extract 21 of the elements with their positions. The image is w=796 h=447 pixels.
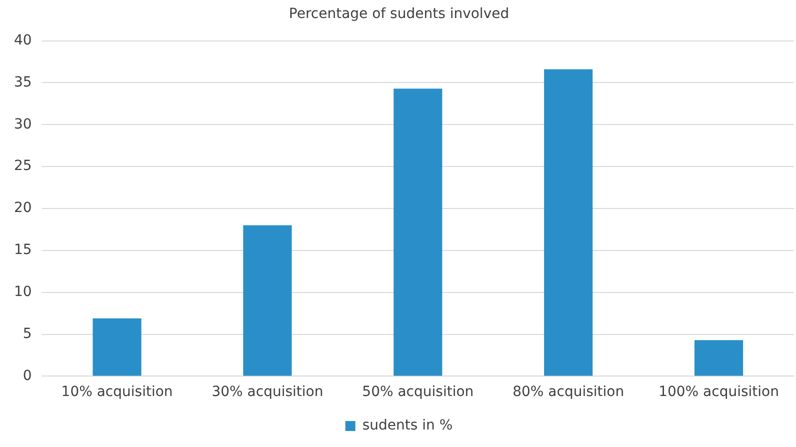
bar xyxy=(243,225,292,376)
y-tick-label: 15 xyxy=(14,242,32,258)
y-tick-label: 0 xyxy=(22,368,32,384)
bar xyxy=(394,88,442,376)
y-tick-label: 20 xyxy=(14,200,32,216)
chart-title: Percentage of sudents involved xyxy=(288,6,510,22)
y-tick-label: 10 xyxy=(14,284,32,300)
bar xyxy=(694,340,744,376)
x-tick-label: 50% acquisition xyxy=(362,384,474,400)
x-tick-label: 80% acquisition xyxy=(512,384,624,400)
y-tick-label: 5 xyxy=(22,326,32,342)
x-tick-label: 30% acquisition xyxy=(212,384,324,400)
y-tick-label: 30 xyxy=(14,116,32,132)
legend-label: sudents in % xyxy=(362,418,453,434)
y-tick-label: 40 xyxy=(14,32,32,48)
y-tick-label: 25 xyxy=(14,158,32,174)
bar xyxy=(544,69,593,376)
x-tick-label: 100% acquisition xyxy=(658,384,779,400)
x-tick-label: 10% acquisition xyxy=(61,384,173,400)
bar xyxy=(92,318,142,376)
y-tick-label: 35 xyxy=(14,74,32,90)
